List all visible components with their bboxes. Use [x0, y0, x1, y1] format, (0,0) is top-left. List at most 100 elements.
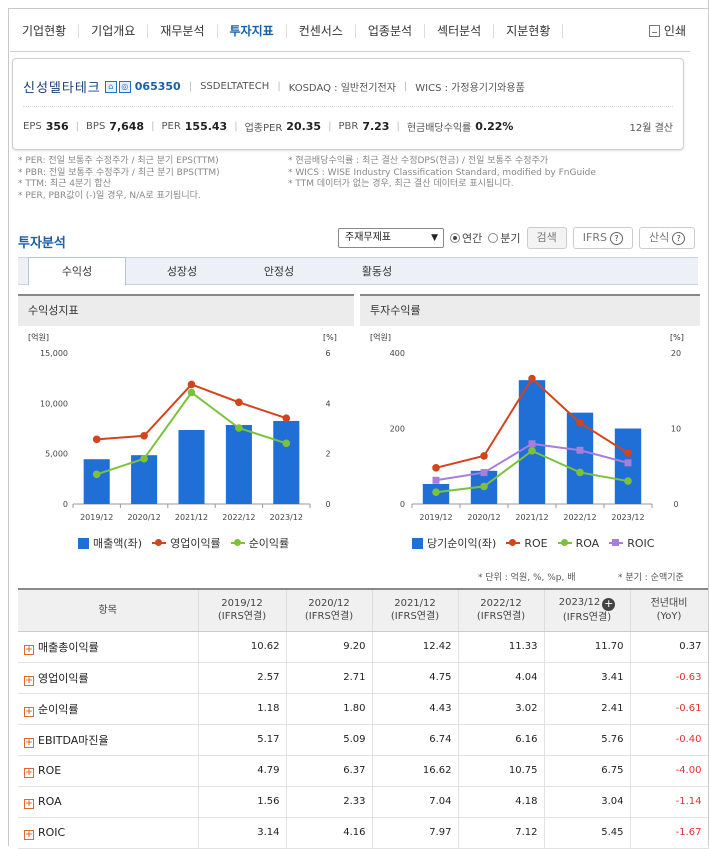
expand-icon[interactable]: +: [24, 798, 34, 809]
ifrs-help-button[interactable]: IFRS?: [572, 227, 633, 249]
point-ROA-2019/12[interactable]: [432, 488, 440, 497]
point-순이익률-2022/12[interactable]: [235, 424, 243, 432]
radio-quarter[interactable]: 분기: [488, 230, 521, 246]
yoy-cell: -4.00: [630, 755, 709, 787]
point-ROA-2020/12[interactable]: [480, 482, 488, 491]
expand-icon[interactable]: +: [24, 829, 34, 840]
tab-growth[interactable]: 성장성: [166, 265, 198, 278]
nav-item-financial-analysis[interactable]: 재무분석: [148, 23, 218, 38]
point-ROA-2022/12[interactable]: [576, 468, 584, 477]
yoy-cell: 0.37: [630, 631, 709, 663]
table-cell: 6.37: [286, 755, 373, 787]
point-영업이익률-2020/12[interactable]: [140, 431, 148, 440]
y-tick-right: 10: [671, 425, 681, 434]
chart-title: 수익성지표: [18, 294, 354, 326]
bar-2019/12[interactable]: [83, 459, 110, 504]
legend-roe[interactable]: ROE: [506, 537, 548, 550]
home-icon[interactable]: ⌂: [104, 80, 117, 93]
nav-item-investment-indicators[interactable]: 투자지표: [218, 23, 287, 38]
bar-2021/12[interactable]: [178, 430, 205, 504]
row-label[interactable]: + 매출총이익률: [18, 631, 199, 663]
point-순이익률-2019/12[interactable]: [92, 470, 101, 479]
legend-sales[interactable]: 매출액(좌): [78, 535, 142, 551]
point-ROIC-2023/12[interactable]: [624, 459, 632, 467]
tab-stability[interactable]: 안정성: [263, 265, 295, 278]
chart-panel-profitability: 수익성지표 [억원] [%] 0 5,000 10,000 15,000 0 2 4 6 2019/…: [18, 294, 354, 556]
print-button[interactable]: 인쇄: [648, 22, 690, 39]
x-tick-label: 2023/12: [270, 513, 303, 522]
chart-title: 투자수익률: [360, 294, 700, 326]
chevron-down-icon: ▼: [431, 233, 438, 243]
nav-item-sector-analysis[interactable]: 섹터분석: [425, 23, 495, 38]
x-tick-label: 2019/12: [419, 513, 452, 522]
point-ROE-2019/12[interactable]: [432, 464, 440, 472]
homepage-link-icon[interactable]: ◎: [118, 80, 131, 93]
profitability-chart: [억원] [%] 0 5,000 10,000 15,000 0 2 4 6 2019/12 2020…: [28, 332, 337, 522]
x-tick-label: 2020/12: [467, 513, 500, 522]
divider: [23, 106, 673, 107]
radio-annual[interactable]: 연간: [450, 230, 482, 246]
point-순이익률-2023/12[interactable]: [282, 439, 291, 448]
expand-icon[interactable]: +: [24, 675, 34, 686]
formula-help-button[interactable]: 산식?: [638, 227, 696, 249]
point-ROE-2022/12[interactable]: [576, 419, 584, 427]
row-label[interactable]: + ROIC: [18, 817, 199, 849]
note-wics: * WICS : WISE Industry Classification St…: [288, 167, 596, 178]
tab-activity[interactable]: 활동성: [361, 265, 393, 278]
nav-item-company-overview[interactable]: 기업개요: [79, 23, 149, 38]
expand-icon[interactable]: +: [24, 767, 34, 778]
table-cell: 7.04: [372, 786, 459, 818]
search-button[interactable]: 검색: [526, 227, 567, 249]
row-label[interactable]: + 영업이익률: [18, 662, 199, 694]
add-column-icon[interactable]: +: [602, 597, 616, 612]
point-영업이익률-2022/12[interactable]: [235, 398, 243, 407]
point-영업이익률-2019/12[interactable]: [92, 435, 101, 444]
table-cell: 5.17: [198, 724, 287, 756]
point-ROIC-2020/12[interactable]: [480, 469, 488, 477]
top-nav: 기업현황 기업개요 재무분석 투자지표 컨센서스 업종분석 섹터분석 지분현황 …: [10, 10, 690, 52]
point-ROE-2020/12[interactable]: [480, 452, 488, 460]
bar-2023/12[interactable]: [273, 420, 300, 504]
nav-item-shareholding[interactable]: 지분현황: [494, 23, 564, 38]
note-ttm: * TTM: 최근 4분기 합산: [18, 179, 111, 189]
legend-net-income[interactable]: 당기순이익(좌): [412, 535, 496, 551]
point-ROE-2023/12[interactable]: [624, 449, 632, 457]
expand-icon[interactable]: +: [24, 737, 34, 748]
divider: |: [75, 121, 80, 132]
point-ROE-2021/12[interactable]: [528, 374, 536, 383]
point-ROIC-2022/12[interactable]: [576, 446, 584, 454]
row-label[interactable]: + 순이익률: [18, 693, 199, 725]
x-tick-label: 2021/12: [175, 513, 208, 522]
section-title: 투자분석: [18, 236, 66, 251]
point-ROA-2021/12[interactable]: [528, 447, 536, 455]
point-영업이익률-2021/12[interactable]: [187, 380, 196, 389]
statement-select[interactable]: 주재무제표 ▼: [338, 228, 444, 248]
point-순이익률-2021/12[interactable]: [187, 388, 196, 397]
legend-net-margin[interactable]: 순이익률: [230, 535, 289, 551]
legend-roic[interactable]: ROIC: [609, 537, 654, 550]
point-ROIC-2019/12[interactable]: [432, 476, 440, 484]
expand-icon[interactable]: +: [24, 706, 34, 717]
help-icon: ?: [672, 231, 686, 245]
nav-item-consensus[interactable]: 컨센서스: [287, 23, 356, 38]
left-axis-unit: [억원]: [370, 332, 391, 342]
nav-item-industry-analysis[interactable]: 업종분석: [356, 23, 426, 38]
y-tick-left: 0: [63, 500, 68, 509]
row-label[interactable]: + ROE: [18, 755, 199, 787]
legend-roa[interactable]: ROA: [557, 537, 599, 550]
nav-item-company-status[interactable]: 기업현황: [10, 23, 80, 38]
point-ROA-2023/12[interactable]: [624, 477, 632, 485]
point-순이익률-2020/12[interactable]: [140, 454, 148, 463]
point-영업이익률-2023/12[interactable]: [282, 414, 291, 422]
yoy-cell: -0.63: [630, 662, 709, 694]
tab-profitability[interactable]: 수익성: [28, 257, 126, 286]
y-tick-left: 15,000: [40, 349, 68, 358]
row-label[interactable]: + ROA: [18, 786, 199, 818]
bar-2022/12[interactable]: [225, 424, 252, 504]
point-ROIC-2021/12[interactable]: [528, 440, 536, 448]
bar-2020/12[interactable]: [131, 455, 158, 504]
y-tick-left: 200: [390, 425, 405, 434]
expand-icon[interactable]: +: [24, 644, 34, 655]
row-label[interactable]: + EBITDA마진율: [18, 724, 199, 756]
legend-operating-margin[interactable]: 영업이익률: [152, 535, 221, 551]
